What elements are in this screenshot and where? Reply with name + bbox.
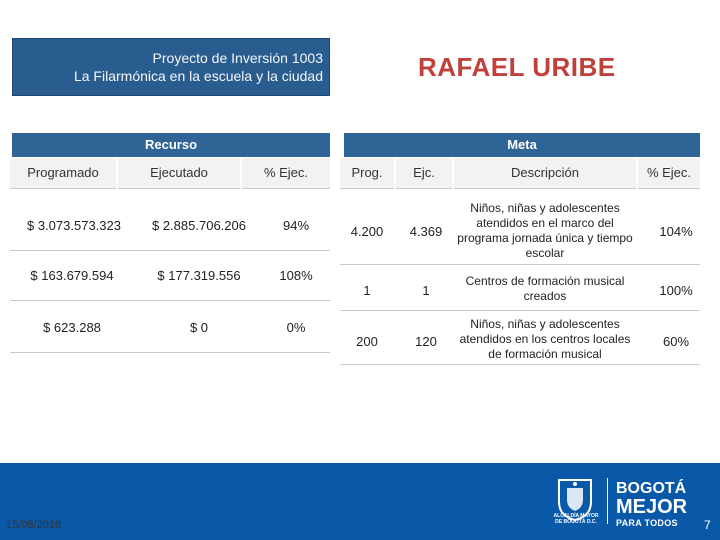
- logo-mejor: MEJOR: [616, 496, 688, 518]
- description-line: Centros de formación musical: [465, 274, 625, 288]
- logo-para-todos: PARA TODOS: [616, 518, 678, 528]
- recurso-row-divider: [10, 300, 330, 301]
- col-header-programado: Programado: [10, 158, 116, 189]
- page-number: 7: [704, 518, 711, 532]
- recurso-row-1-ejecutado: $ 2.885.706.206: [152, 218, 246, 233]
- meta-row-1-ejc: 4.369: [409, 224, 443, 239]
- description-line: Niños, niñas y adolescentes: [470, 201, 620, 215]
- meta-row-divider: [340, 310, 700, 311]
- col-header-meta-pct: % Ejec.: [638, 158, 700, 189]
- meta-row-1-description: Niños, niñas y adolescentes atendidos en…: [454, 201, 636, 261]
- meta-row-1-pct: 104%: [659, 224, 693, 239]
- recurso-table-bottom-rule: [10, 352, 330, 353]
- project-title-box: Proyecto de Inversión 1003 La Filarmónic…: [12, 38, 330, 96]
- recurso-row-2-pct: 108%: [279, 268, 313, 283]
- meta-table-bottom-rule: [340, 364, 700, 365]
- logo-bogota: BOGOTÁ: [616, 480, 687, 497]
- bogota-seal-icon: [558, 479, 592, 522]
- description-line: de formación musical: [488, 347, 602, 361]
- col-header-prog: Prog.: [340, 158, 394, 189]
- description-line: creados: [523, 289, 567, 303]
- recurso-row-divider: [10, 250, 330, 251]
- meta-row-divider: [340, 264, 700, 265]
- meta-row-2-pct: 100%: [659, 283, 693, 298]
- col-header-descripcion: Descripción: [454, 158, 636, 189]
- footer-band: [0, 463, 720, 540]
- meta-row-3-ejc: 120: [415, 334, 437, 349]
- meta-row-3-prog: 200: [356, 334, 378, 349]
- project-title-line-1: Proyecto de Inversión 1003: [152, 50, 323, 66]
- recurso-row-1-programado: $ 3.073.573.323: [27, 218, 121, 233]
- description-line: Niños, niñas y adolescentes: [470, 317, 620, 331]
- meta-row-3-pct: 60%: [662, 334, 690, 349]
- recurso-row-2-programado: $ 163.679.594: [30, 268, 114, 283]
- col-header-ejc: Ejc.: [396, 158, 452, 189]
- meta-row-2-prog: 1: [363, 283, 371, 298]
- description-line: atendidos en el marco del: [476, 216, 614, 230]
- col-header-pct-ejec: % Ejec.: [242, 158, 330, 189]
- seal-caption-line: ALCALDÍA MAYOR: [553, 513, 599, 519]
- description-line: programa jornada única y tiempo: [457, 231, 633, 245]
- description-line: atendidos en los centros locales: [459, 332, 631, 346]
- district-name: RAFAEL URIBE: [418, 52, 616, 82]
- recurso-row-3-pct: 0%: [286, 320, 306, 335]
- footer-divider: [607, 478, 608, 524]
- meta-row-2-description: Centros de formación musical creados: [454, 274, 636, 304]
- recurso-row-3-programado: $ 623.288: [43, 320, 101, 335]
- col-header-ejecutado: Ejecutado: [118, 158, 240, 189]
- recurso-header: Recurso: [12, 133, 330, 157]
- project-title-line-2: La Filarmónica en la escuela y la ciudad: [73, 68, 323, 84]
- date-label: 15/08/2018: [6, 519, 62, 531]
- meta-row-2-ejc: 1: [422, 283, 430, 298]
- seal-caption-line: DE BOGOTÁ D.C.: [555, 519, 597, 525]
- description-line: escolar: [525, 246, 565, 260]
- recurso-row-1-pct: 94%: [282, 218, 310, 233]
- meta-row-3-description: Niños, niñas y adolescentes atendidos en…: [454, 317, 636, 362]
- recurso-row-2-ejecutado: $ 177.319.556: [157, 268, 241, 283]
- meta-row-1-prog: 4.200: [350, 224, 384, 239]
- meta-header: Meta: [344, 133, 700, 157]
- recurso-row-3-ejecutado: $ 0: [189, 320, 209, 335]
- seal-caption: ALCALDÍA MAYOR DE BOGOTÁ D.C.: [548, 513, 604, 525]
